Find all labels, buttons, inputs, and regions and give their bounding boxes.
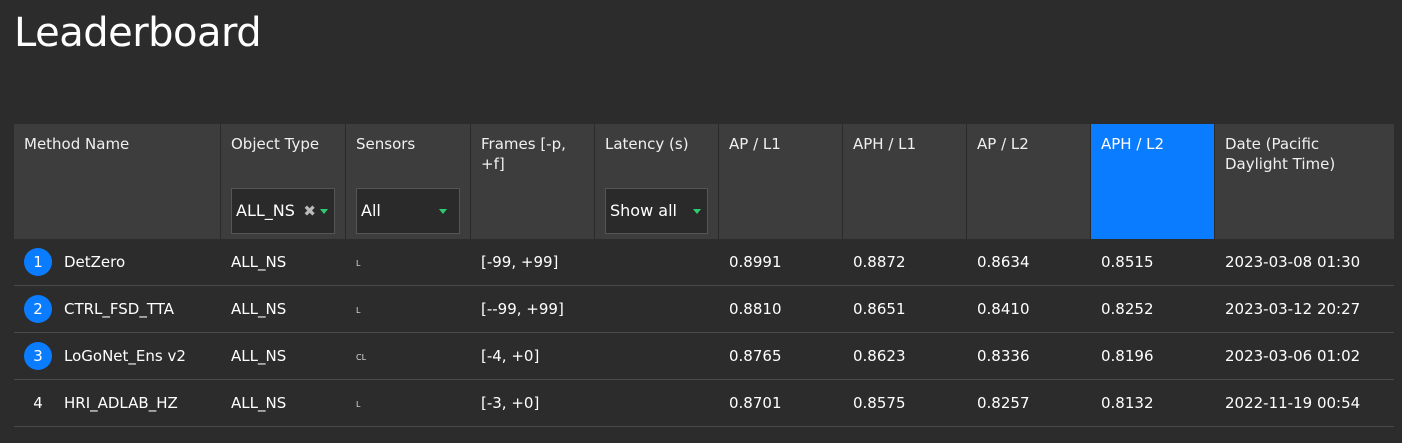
- column-header-sensors[interactable]: Sensors All: [346, 124, 471, 239]
- frames-cell: [-99, +99]: [481, 253, 559, 271]
- object-type-cell: ALL_NS: [231, 300, 287, 318]
- method-cell: 3 LoGoNet_Ens v2: [14, 333, 221, 379]
- rank-badge: 4: [33, 394, 43, 412]
- sensors-cell: CL: [346, 333, 471, 379]
- column-label: APH / L2: [1101, 135, 1165, 153]
- column-header-date[interactable]: Date (Pacific Daylight Time): [1215, 124, 1394, 239]
- date-cell: 2023-03-06 01:02: [1225, 347, 1361, 365]
- caret-down-icon: [693, 208, 701, 214]
- table-row[interactable]: 3 LoGoNet_Ens v2 ALL_NS CL [-4, +0] 0.87…: [14, 333, 1394, 380]
- column-label: Date (Pacific Daylight Time): [1225, 135, 1336, 173]
- ap-l2-cell: 0.8410: [977, 300, 1030, 318]
- method-name[interactable]: LoGoNet_Ens v2: [64, 347, 186, 365]
- table-header: Method Name Object Type ALL_NS ✖ Sensors…: [14, 124, 1394, 239]
- aph-l2-cell: 0.8515: [1101, 253, 1154, 271]
- column-header-ap-l2[interactable]: AP / L2: [967, 124, 1091, 239]
- sensors-value: L: [356, 305, 361, 315]
- date-cell: 2023-03-12 20:27: [1225, 300, 1361, 318]
- latency-cell: [595, 333, 719, 379]
- column-header-object-type[interactable]: Object Type ALL_NS ✖: [221, 124, 346, 239]
- object-type-filter-value: ALL_NS: [236, 201, 295, 220]
- leaderboard-table: Method Name Object Type ALL_NS ✖ Sensors…: [14, 124, 1394, 427]
- column-header-method-name[interactable]: Method Name: [14, 124, 221, 239]
- method-cell: 4 HRI_ADLAB_HZ: [14, 380, 221, 426]
- object-type-cell: ALL_NS: [231, 394, 287, 412]
- aph-l1-cell: 0.8623: [853, 347, 906, 365]
- method-name[interactable]: DetZero: [64, 253, 126, 271]
- rank-badge: 2: [24, 295, 52, 323]
- object-type-filter[interactable]: ALL_NS ✖: [231, 188, 335, 234]
- aph-l2-cell: 0.8252: [1101, 300, 1154, 318]
- caret-down-icon: [439, 208, 447, 214]
- latency-filter-value: Show all: [610, 201, 677, 220]
- caret-down-icon: [320, 208, 328, 214]
- frames-cell: [-4, +0]: [481, 347, 540, 365]
- frames-cell: [-3, +0]: [481, 394, 540, 412]
- column-label: Sensors: [356, 135, 416, 153]
- column-label: AP / L2: [977, 135, 1029, 153]
- latency-cell: [595, 286, 719, 332]
- ap-l1-cell: 0.8991: [729, 253, 782, 271]
- close-icon[interactable]: ✖: [303, 202, 316, 220]
- aph-l2-cell: 0.8196: [1101, 347, 1154, 365]
- sensors-value: L: [356, 258, 361, 268]
- sensors-filter-value: All: [361, 201, 381, 220]
- column-label: Object Type: [231, 135, 320, 153]
- rank-badge: 1: [24, 248, 52, 276]
- date-cell: 2022-11-19 00:54: [1225, 394, 1361, 412]
- aph-l1-cell: 0.8575: [853, 394, 906, 412]
- ap-l1-cell: 0.8810: [729, 300, 782, 318]
- frames-cell: [--99, +99]: [481, 300, 564, 318]
- column-label: AP / L1: [729, 135, 781, 153]
- latency-filter[interactable]: Show all: [605, 188, 708, 234]
- column-header-aph-l1[interactable]: APH / L1: [843, 124, 967, 239]
- column-header-frames[interactable]: Frames [-p, +f]: [471, 124, 595, 239]
- ap-l1-cell: 0.8701: [729, 394, 782, 412]
- sensors-cell: L: [346, 286, 471, 332]
- sensors-filter[interactable]: All: [356, 188, 460, 234]
- latency-cell: [595, 239, 719, 285]
- object-type-cell: ALL_NS: [231, 253, 287, 271]
- column-label: APH / L1: [853, 135, 917, 153]
- method-name[interactable]: HRI_ADLAB_HZ: [64, 394, 178, 412]
- method-cell: 2 CTRL_FSD_TTA: [14, 286, 221, 332]
- column-label: Frames [-p, +f]: [481, 135, 566, 173]
- method-cell: 1 DetZero: [14, 239, 221, 285]
- sensors-value: CL: [356, 352, 367, 362]
- ap-l2-cell: 0.8257: [977, 394, 1030, 412]
- latency-cell: [595, 380, 719, 426]
- column-header-ap-l1[interactable]: AP / L1: [719, 124, 843, 239]
- object-type-cell: ALL_NS: [231, 347, 287, 365]
- column-label: Method Name: [24, 135, 130, 153]
- sensors-value: L: [356, 399, 361, 409]
- aph-l1-cell: 0.8872: [853, 253, 906, 271]
- sensors-cell: L: [346, 239, 471, 285]
- table-row[interactable]: 1 DetZero ALL_NS L [-99, +99] 0.8991 0.8…: [14, 239, 1394, 286]
- column-label: Latency (s): [605, 135, 689, 153]
- ap-l2-cell: 0.8634: [977, 253, 1030, 271]
- aph-l2-cell: 0.8132: [1101, 394, 1154, 412]
- column-header-latency[interactable]: Latency (s) Show all: [595, 124, 719, 239]
- date-cell: 2023-03-08 01:30: [1225, 253, 1361, 271]
- method-name[interactable]: CTRL_FSD_TTA: [64, 300, 175, 318]
- table-row[interactable]: 2 CTRL_FSD_TTA ALL_NS L [--99, +99] 0.88…: [14, 286, 1394, 333]
- column-header-aph-l2[interactable]: APH / L2: [1091, 124, 1215, 239]
- rank-badge: 3: [24, 342, 52, 370]
- ap-l2-cell: 0.8336: [977, 347, 1030, 365]
- table-row[interactable]: 4 HRI_ADLAB_HZ ALL_NS L [-3, +0] 0.8701 …: [14, 380, 1394, 427]
- ap-l1-cell: 0.8765: [729, 347, 782, 365]
- page-title: Leaderboard: [14, 10, 262, 56]
- sensors-cell: L: [346, 380, 471, 426]
- aph-l1-cell: 0.8651: [853, 300, 906, 318]
